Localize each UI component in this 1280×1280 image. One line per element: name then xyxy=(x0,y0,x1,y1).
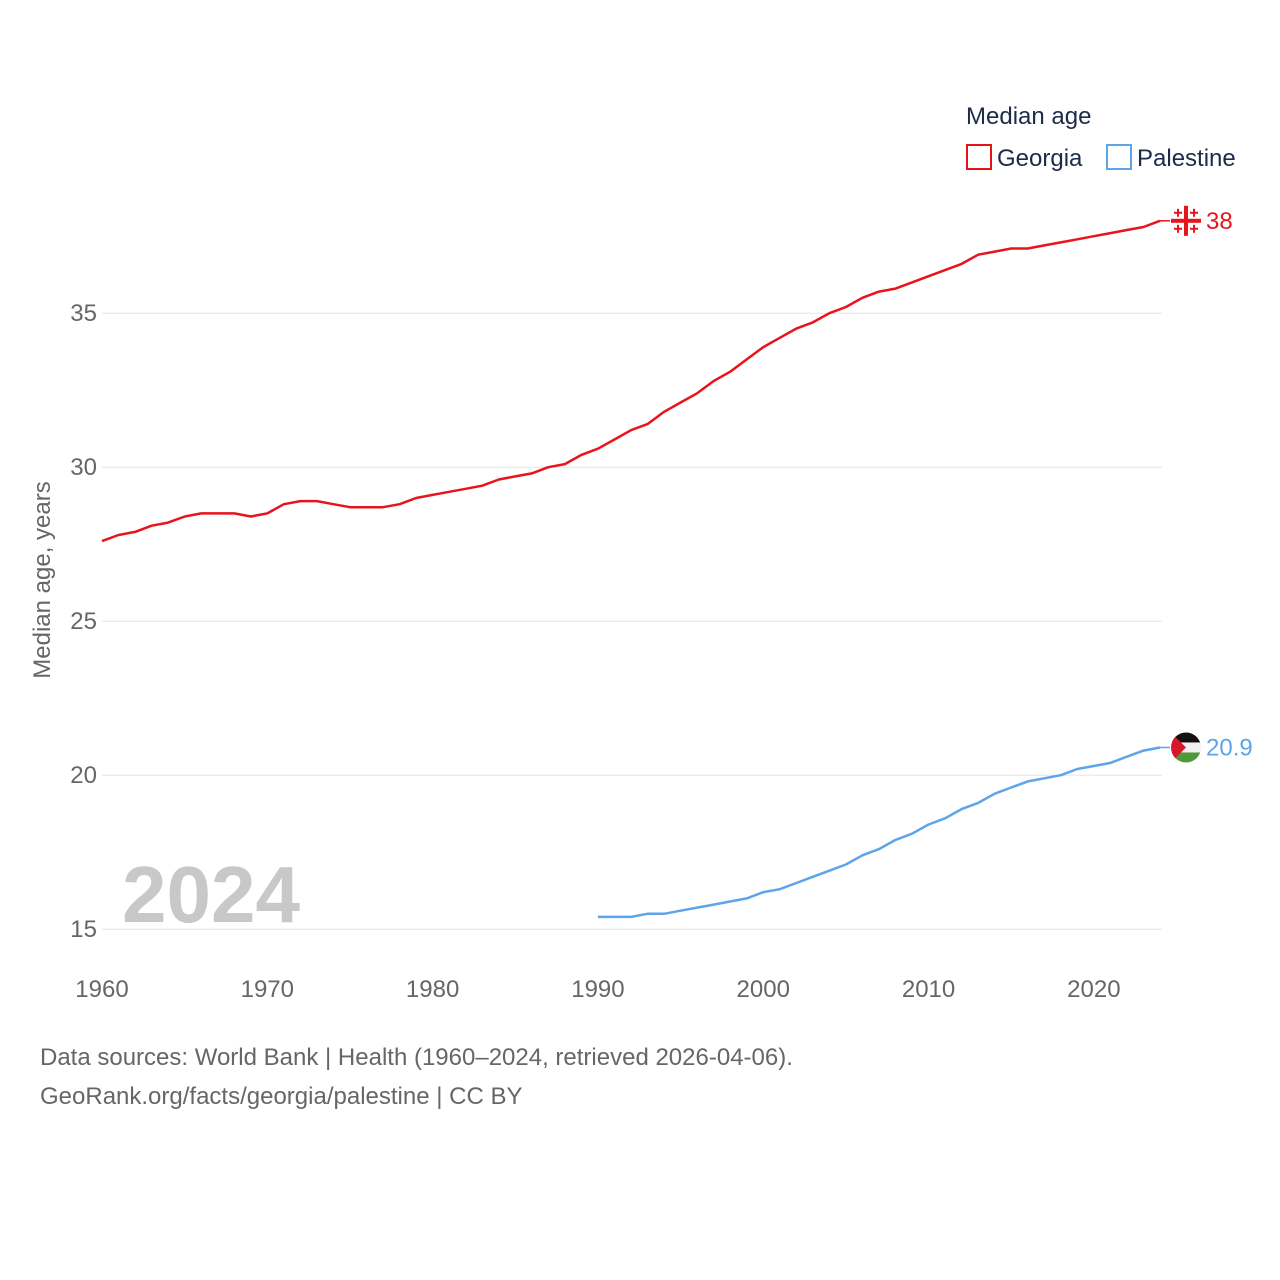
x-tick-label-1980: 1980 xyxy=(406,976,459,1003)
y-tick-label-15: 15 xyxy=(70,916,97,943)
legend-label-palestine: Palestine xyxy=(1137,145,1236,172)
series-line-palestine[interactable] xyxy=(597,746,1161,919)
end-label-georgia: 38 xyxy=(1206,208,1233,235)
x-tick-label-2010: 2010 xyxy=(902,976,955,1003)
legend-item-palestine[interactable]: Palestine xyxy=(1106,144,1236,172)
legend: Median age Georgia Palestine xyxy=(966,103,1236,172)
series-lines xyxy=(101,219,1161,919)
x-tick-label-2000: 2000 xyxy=(737,976,790,1003)
y-tick-label-35: 35 xyxy=(70,300,97,327)
series-line-georgia[interactable] xyxy=(101,219,1161,543)
y-axis-ticks: 15 20 25 30 35 xyxy=(70,300,97,943)
x-tick-label-1990: 1990 xyxy=(571,976,624,1003)
legend-item-georgia[interactable]: Georgia xyxy=(966,144,1083,172)
end-markers: 38 20.9 xyxy=(1160,205,1253,763)
palestine-flag-icon xyxy=(1171,732,1201,763)
y-axis-title: Median age, years xyxy=(29,481,56,678)
footer-credit: GeoRank.org/facts/georgia/palestine | CC… xyxy=(40,1083,523,1110)
y-tick-label-30: 30 xyxy=(70,454,97,481)
legend-swatch-georgia xyxy=(966,144,992,170)
gridlines xyxy=(102,312,1162,930)
georgia-flag-icon xyxy=(1171,205,1201,236)
x-axis-ticks: 1960 1970 1980 1990 2000 2010 2020 xyxy=(75,976,1120,1003)
y-tick-label-25: 25 xyxy=(70,608,97,635)
y-tick-label-20: 20 xyxy=(70,762,97,789)
x-tick-label-1960: 1960 xyxy=(75,976,128,1003)
x-tick-label-2020: 2020 xyxy=(1067,976,1120,1003)
legend-label-georgia: Georgia xyxy=(997,145,1083,172)
legend-swatch-palestine xyxy=(1106,144,1132,170)
footer-source: Data sources: World Bank | Health (1960–… xyxy=(40,1044,793,1071)
year-watermark: 2024 xyxy=(122,850,300,939)
end-label-palestine: 20.9 xyxy=(1206,734,1253,761)
legend-title: Median age xyxy=(966,103,1091,130)
x-tick-label-1970: 1970 xyxy=(241,976,294,1003)
